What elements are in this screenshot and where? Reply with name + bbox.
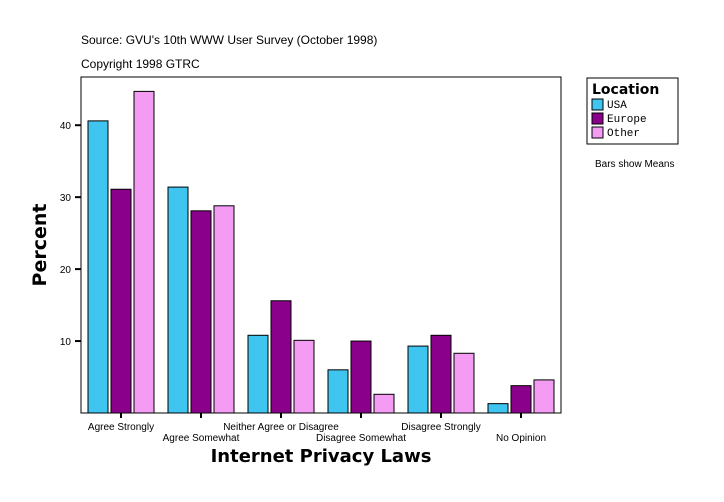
bar-europe xyxy=(350,340,372,414)
note-text: Bars show Means xyxy=(595,159,674,170)
bar-other xyxy=(293,339,315,414)
bar-europe xyxy=(110,188,132,414)
source-text: Source: GVU's 10th WWW User Survey (Octo… xyxy=(81,33,377,47)
y-tick-label: 10 xyxy=(60,337,72,348)
bar-usa xyxy=(327,369,349,414)
legend: Location USA Europe Other xyxy=(586,77,679,145)
legend-title: Location xyxy=(592,82,659,98)
x-tick-label: Neither Agree or Disagree xyxy=(223,422,339,433)
legend-label: USA xyxy=(607,100,627,112)
bar-other xyxy=(373,393,395,414)
plot-frame xyxy=(80,76,562,414)
bar-usa xyxy=(247,334,269,414)
bar-europe xyxy=(510,385,532,414)
x-tick-label: Disagree Strongly xyxy=(401,422,480,433)
x-tick-label: Agree Strongly xyxy=(88,422,154,433)
bar-other xyxy=(453,352,475,414)
bar-europe xyxy=(270,300,292,414)
copyright-text: Copyright 1998 GTRC xyxy=(81,57,200,71)
x-axis-label: Internet Privacy Laws xyxy=(211,446,432,467)
legend-swatch-other xyxy=(591,126,604,139)
bar-other xyxy=(213,205,235,414)
legend-swatch-europe xyxy=(591,112,604,125)
bar-europe xyxy=(430,334,452,414)
bar-usa xyxy=(167,186,189,414)
bar-other xyxy=(533,379,555,414)
x-tick-label: Disagree Somewhat xyxy=(316,433,406,444)
bar-usa xyxy=(407,345,429,414)
y-tick-label: 30 xyxy=(60,193,72,204)
bar-europe xyxy=(190,210,212,414)
y-axis-label: Percent xyxy=(29,204,51,287)
bar-other xyxy=(133,90,155,414)
x-tick-label: Agree Somewhat xyxy=(163,433,240,444)
legend-label: Europe xyxy=(607,114,647,126)
legend-swatch-usa xyxy=(591,98,604,111)
y-tick-label: 20 xyxy=(60,265,72,276)
x-tick-label: No Opinion xyxy=(496,433,546,444)
y-tick-label: 40 xyxy=(60,121,72,132)
bar-usa xyxy=(487,403,509,414)
legend-label: Other xyxy=(607,128,640,140)
bar-usa xyxy=(87,120,109,414)
